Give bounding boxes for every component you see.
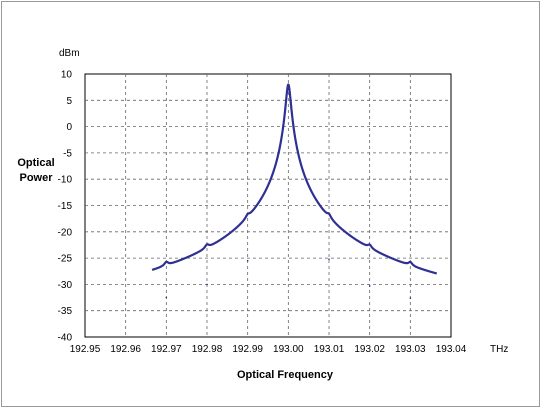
peak-point bbox=[368, 285, 371, 287]
peak-point bbox=[328, 258, 330, 260]
y-tick-label: -30 bbox=[58, 280, 73, 291]
x-unit-label: THz bbox=[490, 344, 508, 355]
x-tick-label: 193.03 bbox=[395, 344, 426, 355]
y-tick-label: -5 bbox=[63, 148, 72, 159]
x-tick-label: 192.96 bbox=[110, 344, 141, 355]
y-tick-label: -40 bbox=[58, 333, 73, 344]
peak-point bbox=[206, 283, 208, 286]
y-tick-label: -15 bbox=[58, 201, 73, 212]
x-tick-label: 193.04 bbox=[436, 344, 467, 355]
y-tick-label: 10 bbox=[61, 70, 73, 81]
y-tick-label: 5 bbox=[66, 96, 72, 107]
y-tick-label: 0 bbox=[66, 122, 72, 133]
y-axis-title-line-1: Optical bbox=[17, 157, 54, 169]
peak-point bbox=[246, 259, 249, 262]
peak-point bbox=[409, 297, 412, 299]
x-tick-label: 192.97 bbox=[151, 344, 182, 355]
x-tick-label: 192.95 bbox=[70, 344, 101, 355]
peak-point bbox=[287, 83, 290, 86]
x-tick-label: 193.00 bbox=[273, 344, 304, 355]
y-tick-label: -20 bbox=[58, 227, 73, 238]
x-axis-title: Optical Frequency bbox=[237, 369, 334, 381]
y-tick-label: -25 bbox=[58, 254, 73, 265]
x-tick-label: 192.98 bbox=[192, 344, 223, 355]
x-tick-label: 193.01 bbox=[314, 344, 345, 355]
spectrum-trace bbox=[151, 83, 438, 275]
y-axis-title-line-2: Power bbox=[19, 172, 53, 184]
x-tick-label: 192.99 bbox=[232, 344, 263, 355]
x-tick-label: 193.02 bbox=[354, 344, 385, 355]
y-tick-label: -35 bbox=[58, 306, 73, 317]
y-tick-label: -10 bbox=[58, 175, 73, 186]
peak-point bbox=[165, 296, 168, 299]
y-unit-label: dBm bbox=[59, 48, 80, 59]
